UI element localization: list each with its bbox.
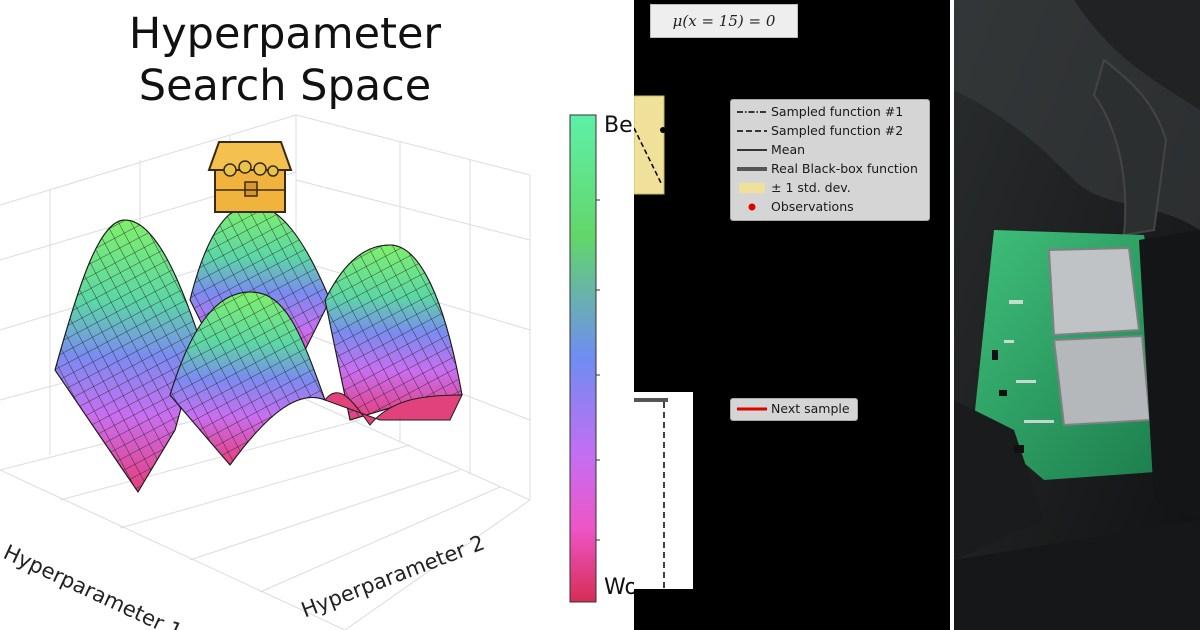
gp-plot-fragments <box>634 95 693 589</box>
legend-next-sample: Next sample <box>730 398 858 421</box>
legend-label: Mean <box>771 142 806 157</box>
title-line-1: Hyperpameter <box>128 9 442 59</box>
legend-item-std-dev: ± 1 std. dev. <box>731 178 929 197</box>
gaussian-process-panel: μ(x = 15) = 0 Sampled function #1 Sample… <box>634 0 950 630</box>
legend-item-sampled-2: Sampled function #2 <box>731 121 929 140</box>
observation-dot <box>660 127 666 133</box>
legend-item-next-sample: Next sample <box>731 399 857 418</box>
legend-item-mean: Mean <box>731 140 929 159</box>
legend-label: Sampled function #1 <box>771 104 904 119</box>
sampled-function-line <box>634 127 663 186</box>
legend-label: Sampled function #2 <box>771 123 904 138</box>
legend-label: ± 1 std. dev. <box>771 180 851 195</box>
panel-title: Hyperpameter Search Space <box>80 8 490 112</box>
legend-item-observations: Observations <box>731 197 929 216</box>
surface-mesh <box>54 204 463 493</box>
legend-label: Observations <box>771 199 854 214</box>
std-band <box>634 95 665 195</box>
colorbar-ticks <box>596 199 600 541</box>
colorbar-bottom-label: Wo <box>604 575 634 600</box>
treasure-chest-icon <box>207 141 293 213</box>
legend-item-real-function: Real Black-box function <box>731 159 929 178</box>
white-inset <box>634 392 693 589</box>
photo-illustration <box>954 0 1200 630</box>
colorbar <box>569 114 597 603</box>
title-line-2: Search Space <box>138 61 432 111</box>
legend-item-sampled-1: Sampled function #1 <box>731 102 929 121</box>
legend-label: Real Black-box function <box>771 161 918 176</box>
circuit-board-photo <box>950 0 1200 630</box>
equation-box: μ(x = 15) = 0 <box>650 4 798 38</box>
surface-plot <box>0 114 600 630</box>
colorbar-top-label: Be <box>604 113 633 138</box>
legend: Sampled function #1 Sampled function #2 … <box>730 99 930 221</box>
legend-label: Next sample <box>771 401 850 416</box>
hyperparameter-panel: Hyperpameter Search Space <box>0 8 634 630</box>
